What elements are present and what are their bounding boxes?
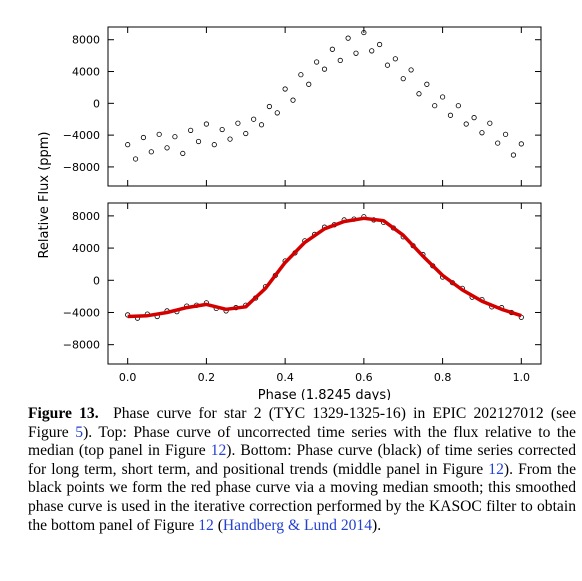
y-tick-label: −8000	[63, 339, 100, 352]
data-point	[518, 141, 524, 147]
y-tick-label: −4000	[63, 129, 100, 142]
data-point	[172, 134, 178, 140]
caption: Figure 13. Phase curve for star 2 (TYC 1…	[28, 405, 576, 535]
caption-text: ). From the black points we form the red…	[28, 460, 576, 534]
figure: −8000 −4000 0 4000 8000 Relative Flux (ppm) −8…	[37, 26, 542, 400]
data-point	[156, 131, 162, 137]
y-tick-label: 4000	[72, 242, 100, 255]
y-tick-label: 0	[93, 97, 100, 110]
data-point	[424, 81, 430, 87]
plot-frame	[107, 202, 542, 365]
data-point	[298, 72, 304, 78]
x-tick-label: 0.0	[119, 371, 137, 384]
data-point	[416, 91, 422, 97]
data-point	[227, 136, 233, 142]
y-tick-label: 0	[93, 274, 100, 287]
figure-link[interactable]: 12	[488, 460, 504, 478]
data-point	[314, 59, 320, 65]
data-point	[361, 29, 367, 36]
data-point	[502, 131, 509, 137]
caption-text: ). Bottom: Phase curve (black) of time s…	[28, 442, 576, 478]
data-point	[219, 126, 225, 133]
data-point	[306, 81, 312, 87]
data-point	[369, 48, 375, 54]
data-point	[258, 122, 265, 128]
y-tick-label: −4000	[63, 306, 100, 319]
data-point	[471, 115, 477, 121]
data-point	[125, 142, 131, 148]
data-point	[329, 46, 335, 52]
x-axis-label: Phase (1.8245 days)	[258, 388, 391, 400]
y-tick-label: 8000	[72, 210, 100, 223]
data-point	[463, 121, 469, 127]
data-point	[384, 62, 391, 68]
data-point	[282, 86, 288, 92]
x-tick-label: 0.6	[355, 371, 373, 384]
data-point	[408, 67, 414, 73]
data-point	[188, 127, 194, 133]
data-point	[203, 121, 210, 127]
figure-link[interactable]: 12	[198, 516, 214, 534]
figure-link[interactable]: 12	[210, 442, 227, 460]
caption-text: ). Top: Phase curve of uncorrected time …	[28, 423, 576, 460]
citation-link[interactable]: Handberg & Lund 2014	[222, 516, 373, 534]
data-point	[243, 130, 249, 137]
data-point	[400, 76, 406, 82]
x-tick-label: 0.2	[198, 371, 216, 384]
caption-text: Phase curve for star 2 (TYC 1329-1325-16…	[28, 405, 576, 441]
data-point	[274, 110, 280, 116]
x-tick-label: 0.8	[434, 371, 452, 384]
y-tick-label: 4000	[72, 66, 100, 79]
data-point	[455, 103, 461, 109]
data-point	[337, 57, 343, 63]
data-point	[495, 140, 501, 146]
data-point	[321, 66, 328, 72]
data-point	[392, 56, 398, 62]
data-point	[211, 142, 217, 148]
x-tick-label: 1.0	[513, 371, 531, 384]
data-point	[266, 103, 272, 110]
y-tick-label: −8000	[63, 161, 100, 174]
figure-link[interactable]: 5	[75, 423, 84, 441]
data-point	[180, 150, 186, 157]
data-point	[479, 130, 485, 136]
caption-text: ).	[372, 516, 382, 534]
data-point	[487, 120, 493, 126]
caption-text: (	[213, 516, 223, 534]
data-point	[164, 145, 170, 151]
data-point	[148, 149, 154, 155]
data-point	[235, 120, 241, 126]
data-point	[195, 138, 202, 145]
data-point	[345, 35, 351, 41]
plot-frame	[107, 26, 542, 187]
y-tick-label: 8000	[72, 34, 100, 47]
data-point	[251, 116, 257, 122]
phase-curve	[127, 216, 522, 319]
caption-label: Figure 13.	[28, 405, 99, 422]
data-point	[447, 112, 454, 118]
data-point	[432, 103, 438, 109]
data-point	[439, 94, 446, 100]
data-point	[377, 41, 383, 48]
y-axis-label: Relative Flux (ppm)	[37, 131, 52, 258]
data-point	[140, 134, 147, 141]
data-point	[290, 97, 296, 103]
x-tick-label: 0.4	[276, 371, 294, 384]
data-point	[132, 156, 139, 162]
data-point	[510, 152, 517, 158]
data-point	[353, 50, 359, 56]
